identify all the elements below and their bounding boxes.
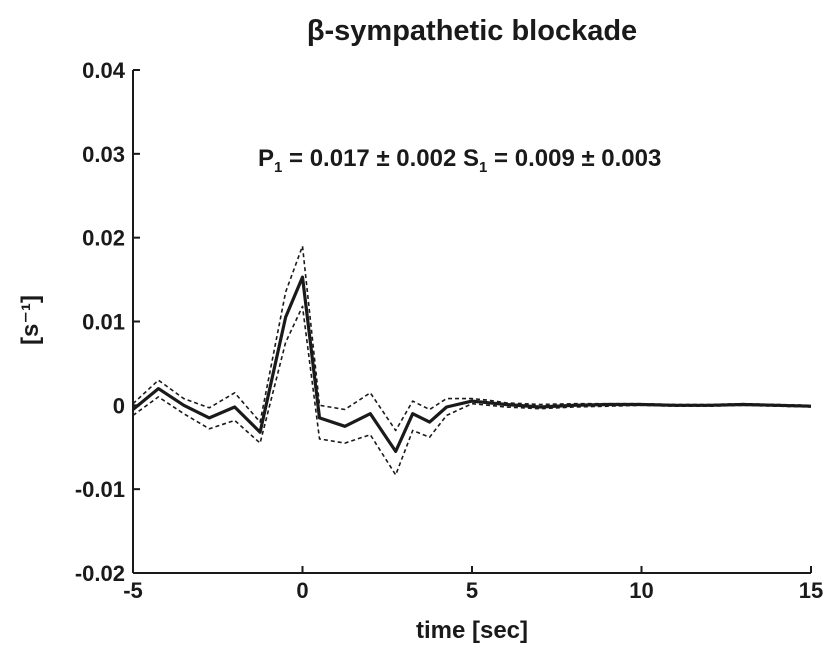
- y-tick-label: 0.04: [82, 58, 126, 83]
- x-tick-label: 0: [296, 578, 308, 603]
- y-tick-label: -0.01: [75, 477, 125, 502]
- chart-title: β-sympathetic blockade: [307, 15, 637, 47]
- annotation-p-subscript: 1: [274, 159, 282, 176]
- x-axis-label: time [sec]: [416, 617, 528, 644]
- x-tick-label: 5: [466, 578, 478, 603]
- x-tick-label: 10: [629, 578, 653, 603]
- x-tick-label: -5: [123, 578, 143, 603]
- annotation-s-value: = 0.009 ± 0.003: [487, 145, 661, 172]
- annotation-p-value: = 0.017 ± 0.002: [282, 145, 463, 172]
- annotation-text: P1 = 0.017 ± 0.002 S1 = 0.009 ± 0.003: [258, 145, 661, 176]
- y-axis: -0.02 -0.01 0 0.01 0.02 0.03 0.04: [75, 58, 140, 586]
- annotation-p-symbol: P: [258, 145, 274, 172]
- annotation-s-symbol: S: [463, 145, 479, 172]
- series-layer: [131, 245, 812, 476]
- x-axis: -5 0 5 10 15: [123, 566, 823, 603]
- y-tick-label: 0.02: [82, 226, 125, 251]
- series-bound-line-1: [132, 245, 812, 432]
- y-tick-label: -0.02: [75, 561, 125, 586]
- series-mean-line: [131, 275, 812, 453]
- y-tick-label: 0.03: [82, 142, 125, 167]
- annotation-s-subscript: 1: [479, 159, 487, 176]
- x-tick-label: 15: [799, 578, 823, 603]
- series-bound-line-2: [132, 305, 812, 476]
- y-tick-label: 0.01: [82, 310, 125, 335]
- y-tick-label: 0: [113, 393, 125, 418]
- y-axis-label: [s⁻¹]: [17, 295, 44, 345]
